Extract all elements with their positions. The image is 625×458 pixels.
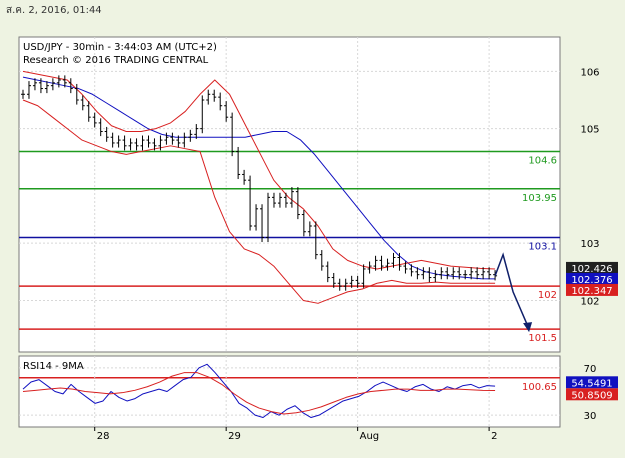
price-tag-label: 102.376 xyxy=(571,275,612,286)
price-panel: 106 105 103 102 104.6 103.95 103.1 102 101.5 100.… xyxy=(19,37,618,393)
timestamp: ส.ค. 2, 2016, 01:44 xyxy=(6,5,102,16)
bollinger-lower-line xyxy=(22,99,496,304)
price-plot-area xyxy=(18,36,561,353)
x-tick-label: 2 xyxy=(491,431,497,442)
rsi-tick-label: 30 xyxy=(584,411,597,422)
rsi-tag xyxy=(566,376,618,389)
x-tick-label: Aug xyxy=(360,431,380,442)
x-tick-label: 28 xyxy=(97,431,110,442)
rsi-plot-area xyxy=(18,355,561,428)
level-label: 101.5 xyxy=(528,333,557,344)
projection-arrowhead xyxy=(523,322,533,333)
level-label: 103.95 xyxy=(522,193,557,204)
level-label: 100.65 xyxy=(522,382,557,393)
x-axis: 28 29 Aug 2 xyxy=(94,427,497,442)
bollinger-upper-line xyxy=(22,70,496,270)
chart-title: USD/JPY - 30min - 3:44:03 AM (UTC+2) xyxy=(23,42,217,53)
rsi-tag xyxy=(566,388,618,401)
x-tick-label: 29 xyxy=(228,431,241,442)
level-label: 103.1 xyxy=(528,241,557,252)
rsi-tag-label: 50.8509 xyxy=(571,390,612,401)
rsi-title: RSI14 - 9MA xyxy=(23,361,84,372)
projection-line xyxy=(494,252,530,330)
ma-line xyxy=(22,372,496,415)
price-tag-label: 102.347 xyxy=(571,286,612,297)
price-tag xyxy=(566,261,618,274)
rsi-tag-label: 54.5491 xyxy=(571,378,612,389)
level-label: 104.6 xyxy=(528,156,557,167)
chart-subtitle: Research © 2016 TRADING CENTRAL xyxy=(23,55,209,66)
y-tick-label: 105 xyxy=(580,125,599,136)
moving-average-line xyxy=(22,76,496,280)
price-tag-label: 102.426 xyxy=(571,264,612,275)
y-tick-label: 103 xyxy=(580,239,599,250)
rsi-tick-label: 70 xyxy=(584,364,597,375)
price-tag xyxy=(566,272,618,285)
y-tick-label: 102 xyxy=(580,296,599,307)
level-label: 102 xyxy=(538,290,557,301)
price-tag xyxy=(566,283,618,296)
y-tick-label: 106 xyxy=(580,67,599,78)
rsi-line xyxy=(22,363,496,419)
